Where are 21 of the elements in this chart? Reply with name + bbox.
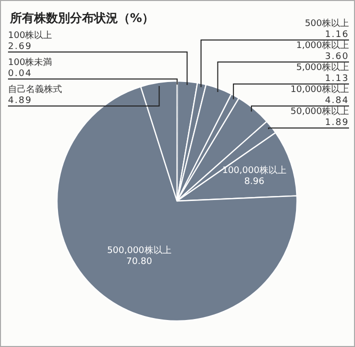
chart-title: 所有株数別分布状況（%）	[9, 11, 154, 25]
slice-label: 100株以上	[8, 30, 52, 41]
data-label: 3.60	[324, 52, 349, 62]
slice-label: 50,000株以上	[290, 106, 349, 117]
data-label: 4.84	[324, 96, 349, 106]
slice-label: 10,000株以上	[290, 84, 349, 95]
data-label: 4.89	[8, 96, 32, 106]
slice-label: 100,000株以上	[222, 164, 286, 176]
data-label: 1.89	[324, 118, 349, 128]
data-label: 1.16	[324, 30, 349, 40]
slice-label: 100株未満	[8, 57, 52, 68]
data-label: 0.04	[8, 69, 32, 79]
data-label: 8.96	[244, 176, 265, 187]
slice-label: 5,000株以上	[296, 62, 349, 73]
data-label: 2.69	[8, 42, 32, 52]
slice-label: 自己名義株式	[8, 84, 62, 95]
slice-label: 500,000株以上	[107, 245, 172, 256]
data-label: 1.13	[324, 74, 349, 84]
slice-label: 1,000株以上	[296, 40, 349, 51]
slice-label: 500株以上	[304, 18, 349, 29]
data-label: 70.80	[126, 257, 152, 268]
